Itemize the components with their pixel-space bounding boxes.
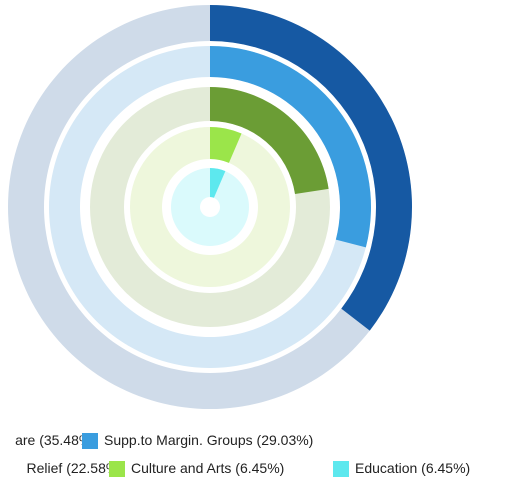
legend-value: (22.58%) <box>66 460 123 476</box>
legend-label: Supp.to Margin. Groups (29.03%) <box>104 432 313 448</box>
ring-track <box>170 168 249 247</box>
ring-bar <box>210 168 226 198</box>
legend-label: are (35.48%) <box>15 432 96 448</box>
legend-label: Culture and Arts (6.45%) <box>131 460 284 476</box>
ring-bar <box>210 127 242 163</box>
legend-name: Relief <box>27 460 63 476</box>
legend-value: (6.45%) <box>421 460 470 476</box>
legend-label: Education (6.45%) <box>355 460 470 476</box>
legend-name: Supp.to Margin. Groups <box>104 432 253 448</box>
legend-name: Culture and Arts <box>131 460 231 476</box>
legend-value: (35.48%) <box>39 432 96 448</box>
ring-bar <box>210 5 412 331</box>
legend-label: Relief (22.58%) <box>27 460 124 476</box>
ring-track <box>129 127 290 287</box>
legend-value: (29.03%) <box>257 432 314 448</box>
legend-value: (6.45%) <box>235 460 284 476</box>
legend-swatch <box>333 461 349 477</box>
legend-swatch <box>82 433 98 449</box>
ring-bar <box>210 87 329 194</box>
ring-bar <box>210 46 371 248</box>
legend-swatch <box>109 461 125 477</box>
legend-name: Education <box>355 460 417 476</box>
legend-name: are <box>15 432 35 448</box>
